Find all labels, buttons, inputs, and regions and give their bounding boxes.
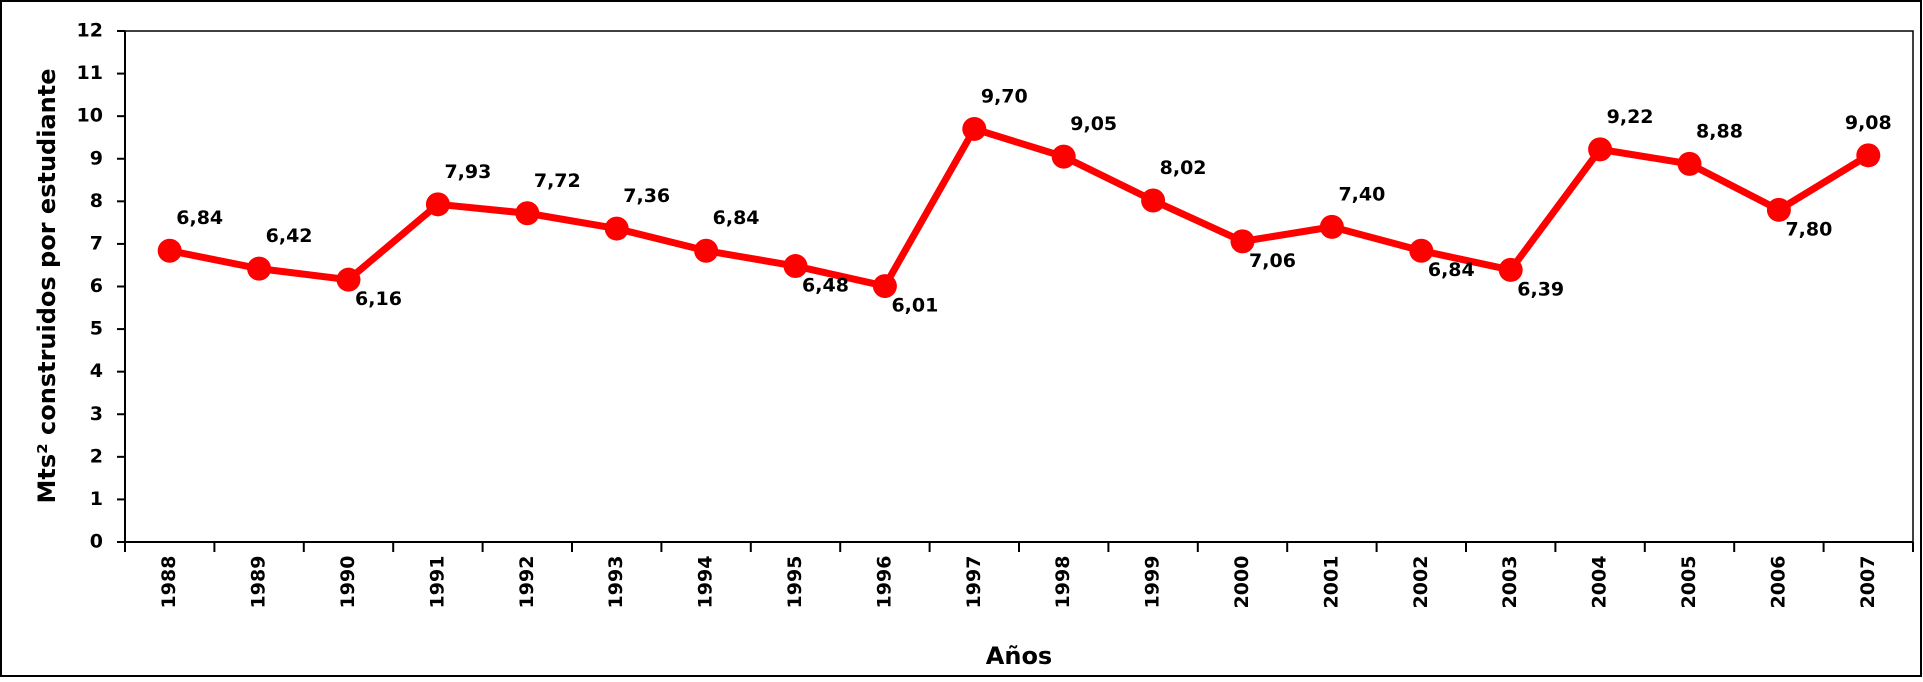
x-tick-label: 1988 (158, 556, 180, 609)
data-point (157, 238, 182, 263)
y-tick-label: 9 (90, 147, 103, 169)
data-point (783, 254, 808, 279)
x-tick-label: 1999 (1142, 556, 1164, 609)
data-label: 9,08 (1845, 112, 1892, 134)
x-tick-label: 2001 (1320, 556, 1342, 609)
x-tick-label: 1989 (248, 556, 270, 609)
data-label: 9,70 (981, 85, 1028, 107)
data-point (962, 116, 987, 141)
data-point (1230, 229, 1255, 254)
data-label: 8,02 (1160, 157, 1207, 179)
x-tick-label: 2003 (1499, 556, 1521, 609)
y-axis-title: Mts² construidos por estudiante (33, 69, 61, 504)
data-point (1051, 144, 1076, 169)
x-tick-label: 2002 (1410, 556, 1432, 609)
y-tick-label: 5 (90, 318, 103, 340)
data-point (1588, 137, 1613, 162)
x-tick-label: 1998 (1052, 556, 1074, 609)
y-tick-label: 3 (90, 403, 103, 425)
data-point (694, 238, 719, 263)
data-label: 6,39 (1517, 278, 1564, 300)
data-point (872, 274, 897, 299)
data-label: 7,80 (1785, 218, 1832, 240)
data-point (1409, 238, 1434, 263)
data-label: 7,06 (1249, 250, 1296, 272)
data-point (1856, 143, 1881, 168)
data-point (1677, 151, 1702, 176)
series-line (169, 125, 1871, 290)
y-tick-label: 8 (90, 190, 103, 212)
data-point (1498, 257, 1523, 282)
data-label: 6,84 (713, 207, 760, 229)
data-label: 7,72 (534, 170, 581, 192)
data-label: 6,84 (1428, 259, 1475, 281)
x-tick-label: 1995 (784, 556, 806, 609)
x-tick-label: 1992 (516, 556, 538, 609)
x-tick-label: 2005 (1678, 556, 1700, 609)
data-point (604, 216, 629, 241)
data-point (336, 267, 361, 292)
y-tick-label: 12 (77, 20, 103, 42)
data-label: 7,93 (444, 161, 491, 183)
data-point (515, 201, 540, 226)
data-label: 9,22 (1607, 106, 1654, 128)
x-tick-label: 1991 (426, 556, 448, 609)
data-label: 8,88 (1696, 120, 1743, 142)
y-tick-label: 4 (90, 360, 103, 382)
data-point (1319, 214, 1344, 239)
x-tick-label: 2004 (1589, 556, 1611, 609)
y-tick-label: 7 (90, 232, 103, 254)
x-axis-title: Años (986, 642, 1052, 670)
x-tick-label: 1997 (963, 556, 985, 609)
x-tick-label: 1996 (873, 556, 895, 609)
data-label: 7,36 (623, 185, 670, 207)
x-tick-label: 2007 (1857, 556, 1879, 609)
y-tick-label: 1 (90, 488, 103, 510)
y-tick-label: 10 (77, 105, 103, 127)
data-label: 6,42 (266, 225, 313, 247)
data-label: 9,05 (1070, 113, 1117, 135)
x-tick-label: 1990 (337, 556, 359, 609)
x-tick-label: 1993 (605, 556, 627, 609)
x-tick-label: 2000 (1231, 556, 1253, 609)
data-point (425, 192, 450, 217)
x-tick-label: 1994 (695, 556, 717, 609)
y-tick-label: 6 (90, 275, 103, 297)
y-tick-label: 0 (90, 531, 103, 553)
data-label: 7,40 (1338, 183, 1385, 205)
x-tick-label: 2006 (1767, 556, 1789, 609)
data-point (1141, 188, 1166, 213)
data-label: 6,48 (802, 275, 849, 297)
y-tick-label: 11 (77, 62, 103, 84)
data-label: 6,01 (891, 295, 938, 317)
data-point (1766, 197, 1791, 222)
data-point (247, 256, 272, 281)
data-label: 6,84 (176, 207, 223, 229)
data-label: 6,16 (355, 288, 402, 310)
y-tick-label: 2 (90, 445, 103, 467)
